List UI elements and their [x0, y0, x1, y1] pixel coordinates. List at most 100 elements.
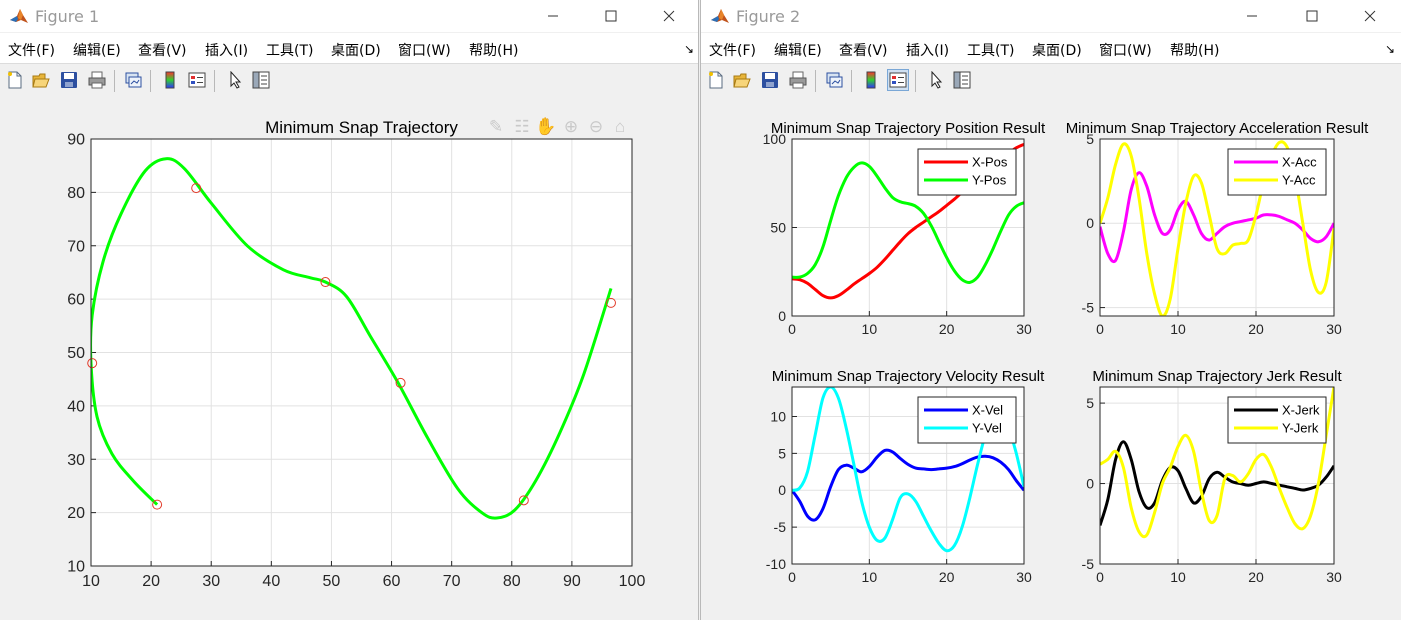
x-tick-label: 30	[1016, 569, 1032, 585]
legend-box	[1227, 148, 1327, 196]
x-tick-label: 90	[563, 573, 581, 590]
y-tick-label: 70	[67, 238, 85, 255]
maximize-icon	[1306, 10, 1318, 22]
menu-desktop[interactable]: 桌面(D)	[1032, 43, 1082, 59]
insert-legend-button[interactable]	[887, 69, 909, 91]
maximize-icon	[605, 10, 617, 22]
maximize-button[interactable]	[588, 0, 634, 32]
waypoint-marker	[518, 495, 529, 506]
legend: X-Pos Y-Pos	[917, 148, 1017, 196]
save-button[interactable]	[759, 69, 781, 91]
y-tick-label: 10	[770, 408, 786, 424]
print-button[interactable]	[787, 69, 809, 91]
close-button[interactable]	[1347, 0, 1393, 32]
save-button[interactable]	[58, 69, 80, 91]
minimize-button[interactable]	[530, 0, 576, 32]
figure-canvas: 0 10 20 30 0 50 100 Minimum Snap Trajectory Pos…	[701, 98, 1401, 620]
y-tick-label: 100	[763, 131, 787, 147]
menu-window[interactable]: 窗口(W)	[398, 43, 451, 59]
x-tick-label: 20	[939, 321, 955, 337]
y-tick-label: 90	[67, 132, 85, 149]
series-line-x-vel	[792, 448, 1024, 522]
link-plot-icon	[826, 72, 843, 88]
menu-help[interactable]: 帮助(H)	[1170, 43, 1220, 59]
printer-icon	[789, 71, 807, 89]
open-file-button[interactable]	[731, 69, 753, 91]
menu-bar: 文件(F) 编辑(E) 查看(V) 插入(I) 工具(T) 桌面(D) 窗口(W…	[0, 33, 698, 63]
menu-view[interactable]: 查看(V)	[138, 43, 187, 59]
colorbar-icon	[165, 71, 175, 89]
menu-edit[interactable]: 编辑(E)	[774, 43, 822, 59]
x-tick-label: 80	[503, 573, 521, 590]
insert-colorbar-button[interactable]	[860, 69, 882, 91]
waypoint-marker	[191, 183, 202, 194]
chart-title: Minimum Snap Trajectory Acceleration Res…	[1066, 120, 1369, 137]
legend-icon	[188, 72, 206, 88]
edit-plot-button[interactable]	[925, 69, 947, 91]
legend-box	[1227, 396, 1327, 444]
new-figure-button[interactable]	[705, 69, 727, 91]
x-tick-label: 20	[1248, 569, 1264, 585]
legend-label: Y-Jerk	[1282, 421, 1319, 436]
menu-tools[interactable]: 工具(T)	[266, 43, 314, 59]
maximize-button[interactable]	[1289, 0, 1335, 32]
menu-edit[interactable]: 编辑(E)	[73, 43, 121, 59]
y-tick-label: 5	[778, 445, 786, 461]
link-plot-icon	[125, 72, 142, 88]
waypoint-marker	[87, 358, 98, 369]
series-line-y-pos	[792, 161, 1024, 284]
axes-toolbar: ✎ ☷ ✋ ⊕ ⊖ ⌂	[489, 116, 625, 136]
title-bar[interactable]: Figure 2	[701, 0, 1401, 32]
legend-box	[917, 148, 1017, 196]
legend-label: Y-Pos	[972, 173, 1007, 188]
x-tick-label: 10	[1170, 321, 1186, 337]
series-line-x-acc	[1100, 171, 1334, 264]
x-tick-label: 10	[82, 573, 100, 590]
legend-label: Y-Acc	[1282, 173, 1316, 188]
y-tick-label: 5	[1086, 131, 1094, 147]
new-figure-button[interactable]	[4, 69, 26, 91]
close-button[interactable]	[646, 0, 692, 32]
open-file-button[interactable]	[30, 69, 52, 91]
link-plot-button[interactable]	[823, 69, 845, 91]
menu-insert[interactable]: 插入(I)	[205, 43, 249, 59]
menu-desktop[interactable]: 桌面(D)	[331, 43, 381, 59]
menu-help[interactable]: 帮助(H)	[469, 43, 519, 59]
x-tick-label: 10	[862, 569, 878, 585]
insert-colorbar-button[interactable]	[159, 69, 181, 91]
dock-arrow-icon[interactable]: ↘	[1385, 42, 1396, 56]
y-tick-label: 10	[67, 559, 85, 576]
colorbar-icon	[866, 71, 876, 89]
title-bar[interactable]: Figure 1	[0, 0, 698, 32]
x-tick-label: 30	[1326, 569, 1342, 585]
legend: X-Jerk Y-Jerk	[1227, 396, 1327, 444]
property-inspector-button[interactable]	[951, 69, 973, 91]
plot-frame	[791, 386, 1025, 565]
x-tick-label: 20	[142, 573, 160, 590]
toolbar-separator	[150, 70, 151, 92]
menu-file[interactable]: 文件(F)	[709, 43, 756, 59]
menu-file[interactable]: 文件(F)	[8, 43, 55, 59]
zoom-in-icon: ⊕	[564, 117, 578, 136]
menu-insert[interactable]: 插入(I)	[906, 43, 950, 59]
waypoint-marker	[605, 297, 616, 308]
y-tick-label: 50	[770, 219, 786, 235]
menu-view[interactable]: 查看(V)	[839, 43, 888, 59]
insert-legend-button[interactable]	[186, 69, 208, 91]
minimize-button[interactable]	[1229, 0, 1275, 32]
y-tick-label: 0	[1086, 475, 1094, 491]
y-tick-label: 5	[1086, 395, 1094, 411]
menu-tools[interactable]: 工具(T)	[967, 43, 1015, 59]
property-inspector-button[interactable]	[250, 69, 272, 91]
dock-arrow-icon[interactable]: ↘	[684, 42, 695, 56]
menu-bar: 文件(F) 编辑(E) 查看(V) 插入(I) 工具(T) 桌面(D) 窗口(W…	[701, 33, 1401, 63]
chart-title: Minimum Snap Trajectory	[265, 118, 458, 137]
print-button[interactable]	[86, 69, 108, 91]
menu-window[interactable]: 窗口(W)	[1099, 43, 1152, 59]
edit-plot-button[interactable]	[224, 69, 246, 91]
new-file-icon	[8, 71, 22, 89]
link-plot-button[interactable]	[122, 69, 144, 91]
